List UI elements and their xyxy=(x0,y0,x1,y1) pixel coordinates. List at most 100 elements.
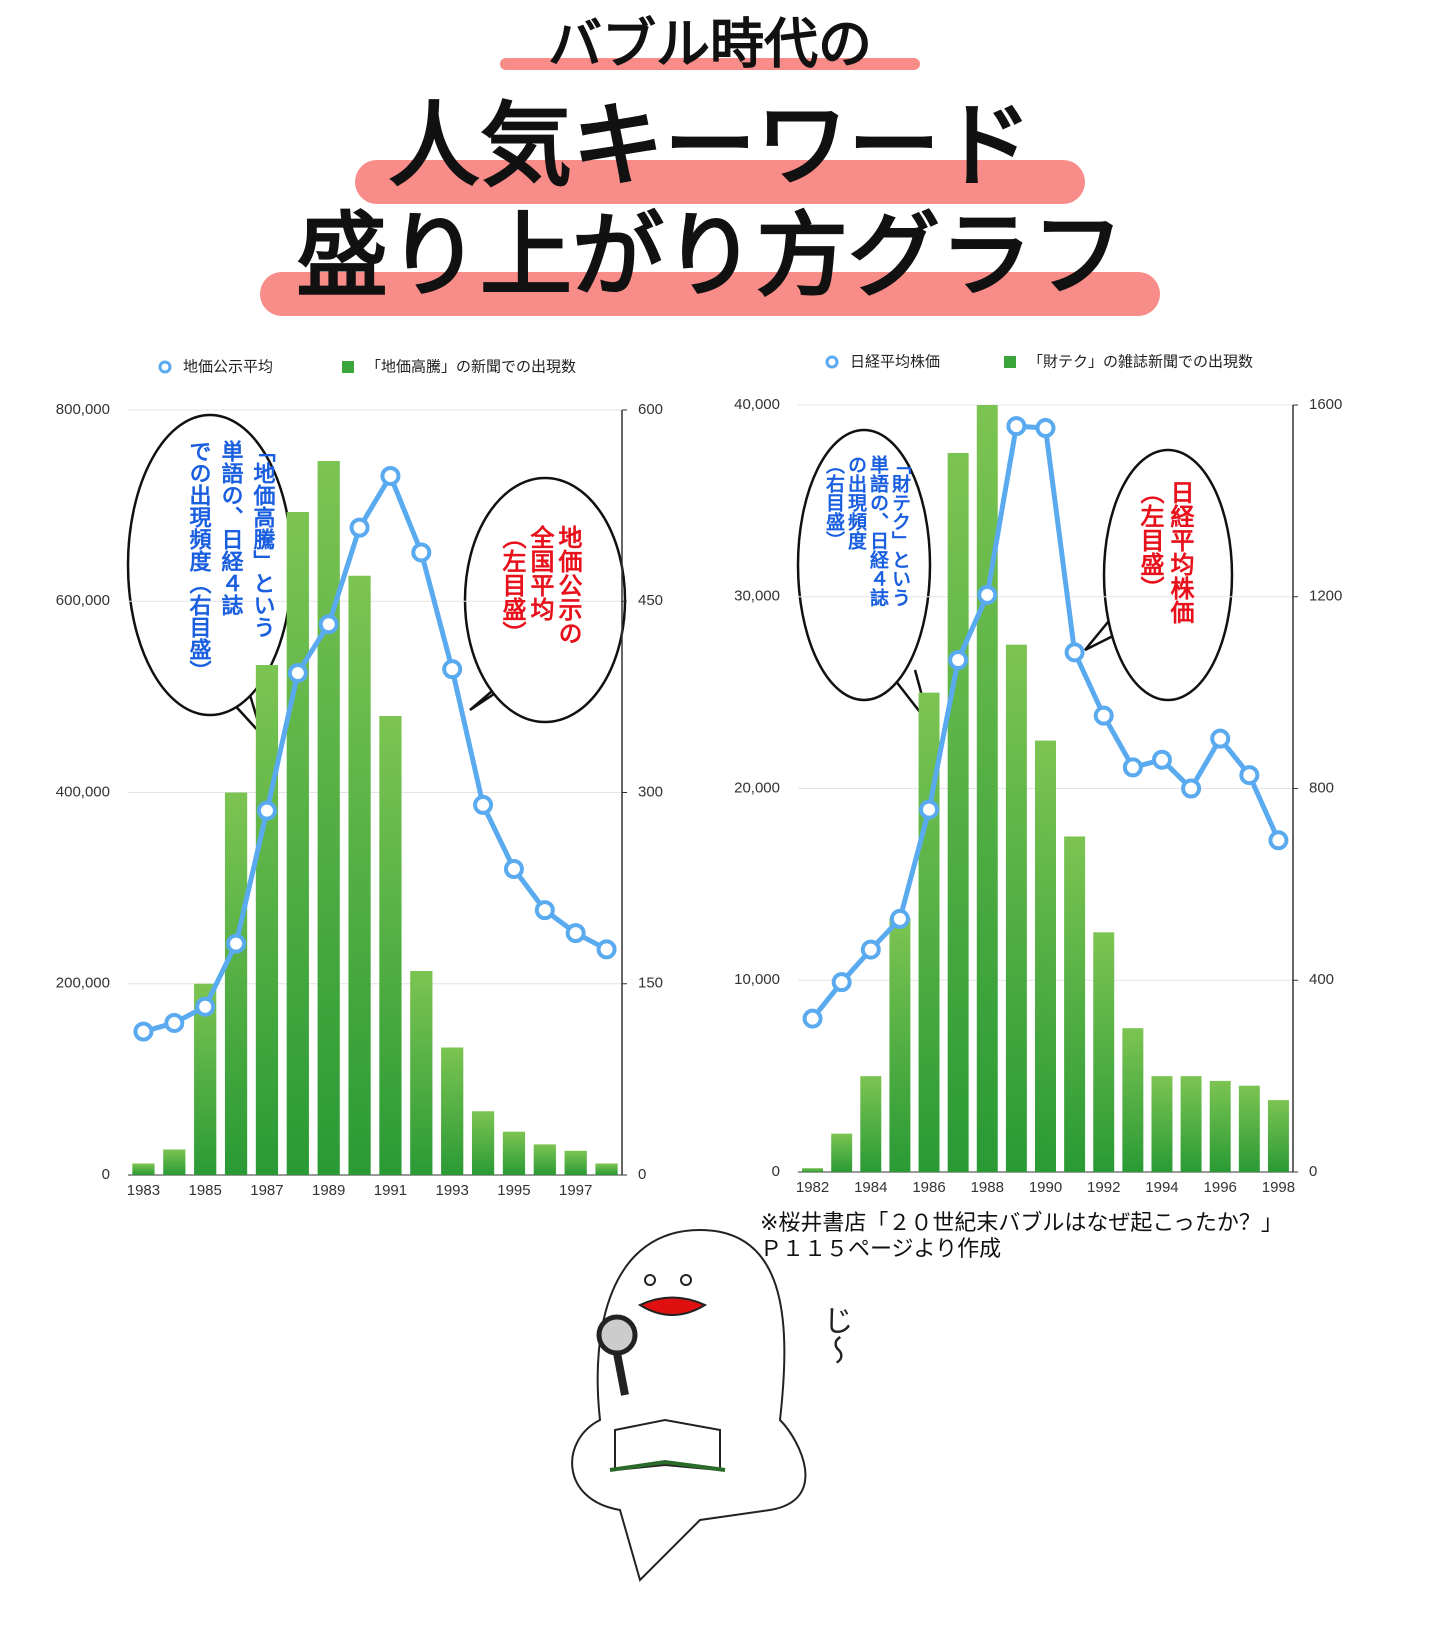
legend-label: 地価公示平均 xyxy=(183,358,273,376)
bar xyxy=(224,792,248,1175)
point xyxy=(195,996,216,1017)
eye xyxy=(644,1274,656,1286)
character xyxy=(571,1228,807,1582)
bar xyxy=(1238,1085,1260,1172)
point xyxy=(1151,749,1172,770)
bubble xyxy=(463,476,627,724)
y2-tick-label: 0 xyxy=(1309,1163,1317,1180)
x-tick-label: 1996 xyxy=(1204,1179,1237,1196)
title-line: 盛り上がり方グラフ xyxy=(296,202,1124,309)
bar xyxy=(802,1168,824,1172)
bar xyxy=(441,1047,464,1175)
bar xyxy=(410,971,433,1175)
point xyxy=(1064,642,1085,663)
legend-label: 「財テク」の雑誌新聞での出現数 xyxy=(1028,353,1253,371)
annotation: での出現頻度（右目盛） xyxy=(186,440,212,682)
annotation: （左目盛） xyxy=(1136,480,1164,600)
x-tick-label: 1984 xyxy=(854,1179,887,1196)
point xyxy=(802,1008,823,1029)
bar xyxy=(1151,1076,1173,1172)
title-highlight xyxy=(260,272,1160,316)
bar xyxy=(595,1163,618,1175)
bar xyxy=(1093,932,1115,1172)
y-tick-label: 400,000 xyxy=(56,783,110,800)
x-tick-label: 1991 xyxy=(374,1182,407,1199)
point xyxy=(977,584,998,605)
title-line: 人気キーワード xyxy=(388,92,1032,199)
line xyxy=(142,473,608,1034)
title-line: バブル時代の xyxy=(548,13,872,76)
magnifier-handle xyxy=(613,1352,629,1396)
x-tick-label: 1994 xyxy=(1145,1179,1178,1196)
y2-tick-label: 400 xyxy=(1309,971,1334,988)
bar xyxy=(1267,1100,1289,1172)
legend-marker xyxy=(1004,356,1016,368)
x-tick-label: 1987 xyxy=(250,1182,283,1199)
y-tick-label: 40,000 xyxy=(734,396,780,413)
annotation: 日経平均株価 xyxy=(1166,480,1195,624)
point xyxy=(133,1021,154,1042)
point xyxy=(1210,728,1231,749)
point xyxy=(565,923,586,944)
source-note: ※桜井書店「２０世紀末バブルはなぜ起こったか？」 xyxy=(760,1211,1283,1236)
x-tick-label: 1983 xyxy=(127,1182,160,1199)
bar xyxy=(1035,740,1056,1172)
y2-tick-label: 1200 xyxy=(1309,588,1342,605)
magnifier xyxy=(596,1314,638,1356)
legend-marker xyxy=(342,361,354,373)
bar xyxy=(1005,644,1027,1172)
y2-tick-label: 300 xyxy=(638,783,663,800)
legend-marker xyxy=(158,360,172,374)
bar xyxy=(132,1163,155,1175)
point xyxy=(1035,418,1056,439)
x-tick-label: 1995 xyxy=(497,1182,530,1199)
y2-tick-label: 800 xyxy=(1309,779,1334,796)
annotation: （右目盛） xyxy=(823,455,846,550)
annotation: 単語の、日経４誌 xyxy=(867,454,889,607)
bar xyxy=(502,1131,526,1175)
bar xyxy=(163,1149,186,1175)
bar xyxy=(533,1144,556,1175)
eye xyxy=(680,1274,692,1286)
y-tick-label: 10,000 xyxy=(734,971,780,988)
bar xyxy=(1122,1028,1144,1172)
x-tick-label: 1998 xyxy=(1262,1179,1295,1196)
bar xyxy=(286,512,309,1175)
point xyxy=(889,908,910,929)
point xyxy=(256,800,277,821)
point xyxy=(1268,830,1289,851)
x-tick-label: 1988 xyxy=(971,1179,1004,1196)
bar xyxy=(317,461,340,1175)
y-tick-label: 0 xyxy=(772,1163,780,1180)
point xyxy=(318,614,339,635)
point xyxy=(349,517,370,538)
x-tick-label: 1986 xyxy=(912,1179,945,1196)
x-tick-label: 1989 xyxy=(312,1182,345,1199)
point xyxy=(473,794,494,815)
title-highlight xyxy=(355,160,1085,204)
point xyxy=(1181,778,1202,799)
book-cover xyxy=(609,1459,726,1472)
y-tick-label: 30,000 xyxy=(734,588,780,605)
y2-tick-label: 150 xyxy=(638,975,663,992)
y2-tick-label: 450 xyxy=(638,592,663,609)
point xyxy=(860,939,881,960)
point xyxy=(1006,416,1027,437)
x-tick-label: 1992 xyxy=(1087,1179,1120,1196)
y2-tick-label: 1600 xyxy=(1309,396,1342,413)
y-tick-label: 200,000 xyxy=(56,975,110,992)
y-tick-label: 20,000 xyxy=(734,779,780,796)
bubble xyxy=(796,428,932,702)
bar xyxy=(194,983,217,1175)
x-tick-label: 1985 xyxy=(189,1182,222,1199)
bubble xyxy=(1102,448,1234,702)
legend-marker xyxy=(825,355,839,369)
x-tick-label: 1990 xyxy=(1029,1179,1062,1196)
annotation: 「財テク」という xyxy=(889,455,911,607)
source-note: Ｐ１１５ページより作成 xyxy=(760,1237,1001,1262)
annotation: の出現頻度 xyxy=(845,455,867,551)
annotation: 単語の、日経４誌 xyxy=(218,439,244,616)
point xyxy=(596,939,617,960)
point xyxy=(948,650,969,671)
